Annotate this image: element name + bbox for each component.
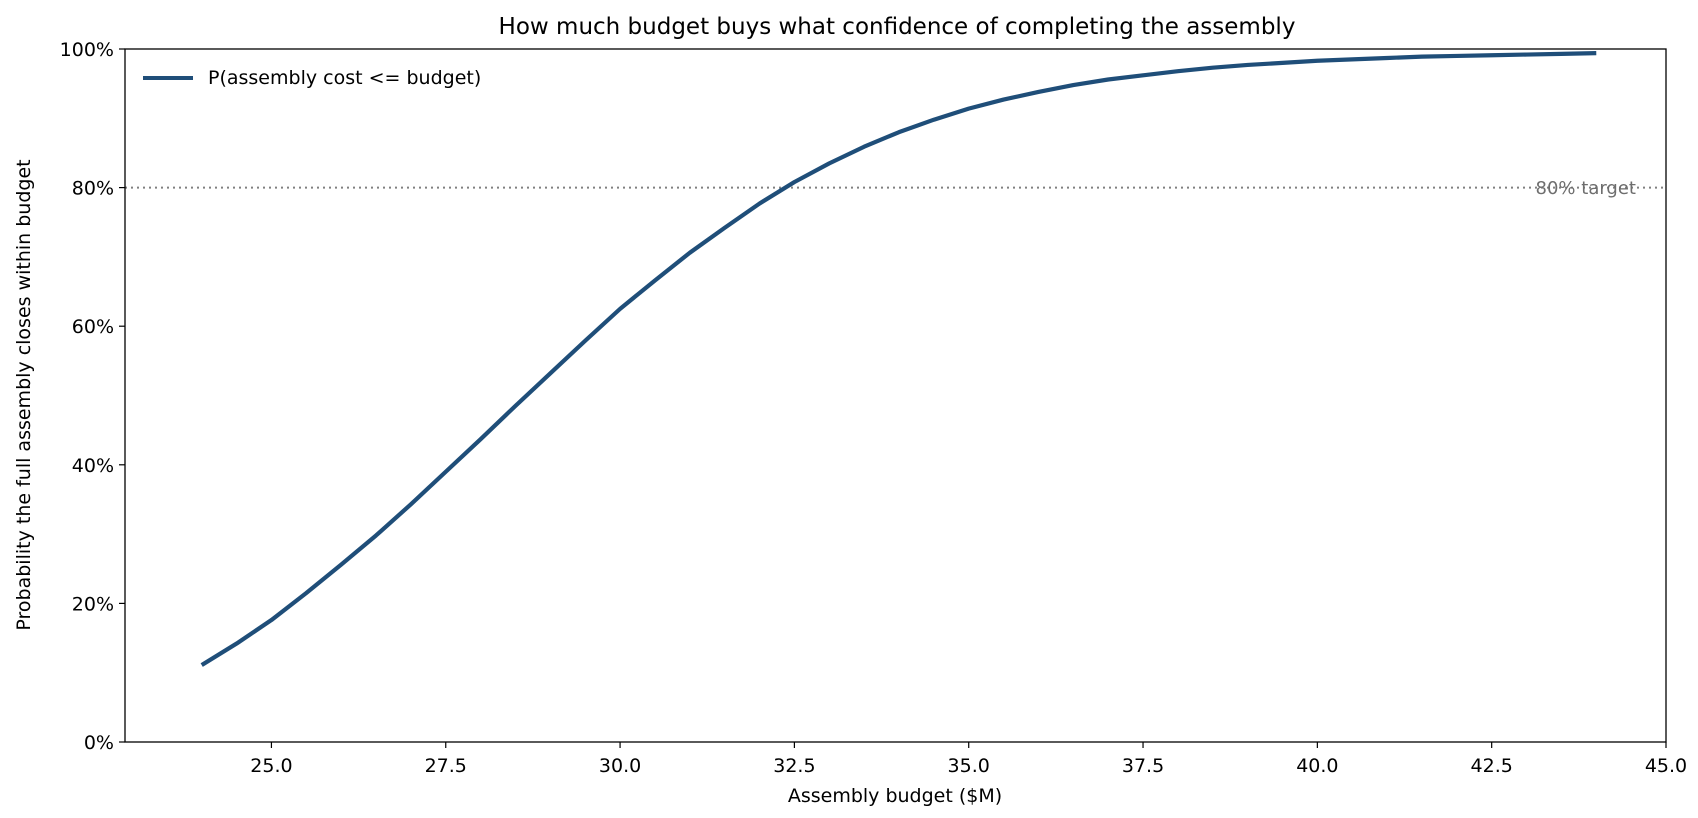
y-tick-label: 40% <box>72 455 114 477</box>
y-tick-label: 80% <box>72 178 114 200</box>
plot-frame <box>124 48 1667 743</box>
target-line-label: 80% target <box>1536 178 1636 199</box>
x-tick-label: 30.0 <box>599 755 641 777</box>
x-tick-label: 40.0 <box>1296 755 1338 777</box>
x-axis: 25.0 27.5 30.0 32.5 35.0 37.5 40.0 42.5 45.0 <box>250 742 1687 777</box>
x-tick-label: 37.5 <box>1122 755 1164 777</box>
y-tick-label: 60% <box>72 316 114 338</box>
series-line <box>200 51 1597 667</box>
y-axis: 0% 20% 40% 60% 80% 100% <box>60 39 125 754</box>
x-tick-label: 42.5 <box>1471 755 1513 777</box>
x-tick-label: 32.5 <box>773 755 815 777</box>
x-axis-label: Assembly budget ($M) <box>788 785 1002 807</box>
chart-title: How much budget buys what confidence of … <box>499 14 1296 40</box>
x-tick-label: 25.0 <box>250 755 292 777</box>
y-tick-label: 20% <box>72 593 114 615</box>
legend-label: P(assembly cost <= budget) <box>208 67 481 89</box>
x-tick-label: 45.0 <box>1645 755 1687 777</box>
x-tick-label: 27.5 <box>425 755 467 777</box>
plot-area <box>125 51 1666 667</box>
y-tick-label: 100% <box>60 39 114 61</box>
legend: P(assembly cost <= budget) <box>143 67 481 89</box>
x-tick-label: 35.0 <box>948 755 990 777</box>
y-axis-label: Probability the full assembly closes wit… <box>13 159 35 630</box>
y-tick-label: 0% <box>84 732 114 754</box>
